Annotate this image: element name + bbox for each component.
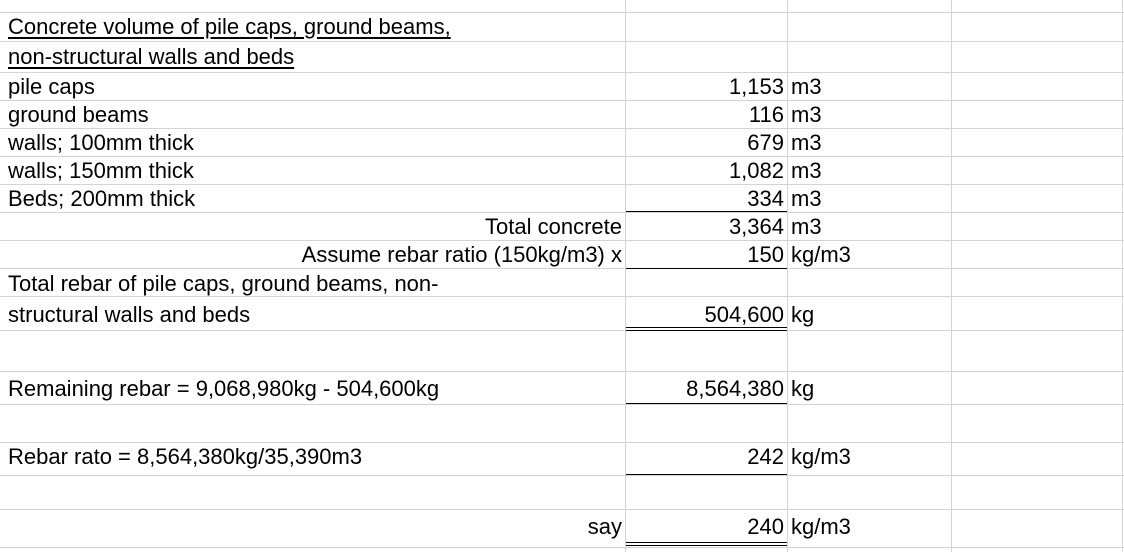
total-rebar-label-line-1[interactable]: Total rebar of pile caps, ground beams, … xyxy=(8,271,439,296)
total-rebar-unit[interactable]: kg xyxy=(791,302,815,327)
item-value[interactable]: 334 xyxy=(747,186,784,211)
row-divider xyxy=(0,296,1124,297)
row-divider xyxy=(0,268,1124,269)
cell-border-bottom xyxy=(626,474,787,475)
total-concrete-value[interactable]: 3,364 xyxy=(728,214,784,239)
row-divider xyxy=(0,12,1124,13)
total-concrete-label[interactable]: Total concrete xyxy=(485,214,622,239)
row-divider xyxy=(0,128,1124,129)
table-row: pile caps 1,153 m3 xyxy=(0,73,1124,101)
row-divider xyxy=(0,475,1124,476)
row-divider xyxy=(0,184,1124,185)
total-concrete-unit[interactable]: m3 xyxy=(791,214,822,239)
remaining-rebar-unit[interactable]: kg xyxy=(791,376,815,401)
cell-border-bottom xyxy=(626,211,787,212)
item-unit[interactable]: m3 xyxy=(791,158,822,183)
item-label[interactable]: pile caps xyxy=(8,74,95,99)
empty-cell[interactable] xyxy=(8,338,624,366)
row-divider xyxy=(0,156,1124,157)
row-divider xyxy=(0,212,1124,213)
table-row xyxy=(0,338,1124,366)
table-row: say 240 kg/m3 xyxy=(0,513,1124,541)
table-row: Concrete volume of pile caps, ground bea… xyxy=(0,13,1124,41)
cell-double-border-bottom xyxy=(626,327,787,331)
table-row: non-structural walls and beds xyxy=(0,43,1124,71)
table-row: walls; 150mm thick 1,082 m3 xyxy=(0,157,1124,185)
item-unit[interactable]: m3 xyxy=(791,186,822,211)
rebar-ratio-unit[interactable]: kg/m3 xyxy=(791,242,851,267)
item-value[interactable]: 679 xyxy=(747,130,784,155)
table-row: ground beams 116 m3 xyxy=(0,101,1124,129)
column-divider xyxy=(1122,0,1123,552)
column-divider xyxy=(951,0,952,552)
row-divider xyxy=(0,100,1124,101)
column-divider xyxy=(787,0,788,552)
cell-double-border-bottom xyxy=(626,542,787,546)
row-divider xyxy=(0,371,1124,372)
table-row: Beds; 200mm thick 334 m3 xyxy=(0,185,1124,213)
say-value[interactable]: 240 xyxy=(747,514,784,539)
section-title-line-2[interactable]: non-structural walls and beds xyxy=(8,44,295,69)
column-divider xyxy=(625,0,626,552)
table-row: structural walls and beds 504,600 kg xyxy=(0,301,1124,329)
item-unit[interactable]: m3 xyxy=(791,102,822,127)
item-value[interactable]: 116 xyxy=(748,102,784,127)
row-divider xyxy=(0,72,1124,73)
section-title-line-1[interactable]: Concrete volume of pile caps, ground bea… xyxy=(8,14,451,39)
table-row: Total concrete 3,364 m3 xyxy=(0,213,1124,241)
rebar-ratio-value[interactable]: 150 xyxy=(747,242,784,267)
item-label[interactable]: ground beams xyxy=(8,102,149,127)
cell-border-bottom xyxy=(626,403,787,404)
cell-border-bottom xyxy=(626,268,787,269)
say-unit[interactable]: kg/m3 xyxy=(791,514,851,539)
total-rebar-value[interactable]: 504,600 xyxy=(704,302,784,327)
rebar-ratio-label[interactable]: Assume rebar ratio (150kg/m3) x xyxy=(301,242,622,267)
item-unit[interactable]: m3 xyxy=(791,74,822,99)
table-row: Rebar rato = 8,564,380kg/35,390m3 242 kg… xyxy=(0,443,1124,471)
item-label[interactable]: Beds; 200mm thick xyxy=(8,186,196,211)
item-value[interactable]: 1,153 xyxy=(728,74,784,99)
item-label[interactable]: walls; 100mm thick xyxy=(8,130,194,155)
row-divider xyxy=(0,509,1124,510)
say-label[interactable]: say xyxy=(587,514,622,539)
rebar-ratio-calc-label[interactable]: Rebar rato = 8,564,380kg/35,390m3 xyxy=(8,444,363,469)
remaining-rebar-value[interactable]: 8,564,380 xyxy=(686,376,784,401)
row-divider xyxy=(0,547,1124,548)
table-row: Remaining rebar = 9,068,980kg - 504,600k… xyxy=(0,375,1124,403)
item-unit[interactable]: m3 xyxy=(791,130,822,155)
row-divider xyxy=(0,330,1124,331)
item-value[interactable]: 1,082 xyxy=(728,158,784,183)
rebar-ratio-calc-unit[interactable]: kg/m3 xyxy=(791,444,851,469)
remaining-rebar-label[interactable]: Remaining rebar = 9,068,980kg - 504,600k… xyxy=(8,376,440,401)
total-rebar-label-line-2[interactable]: structural walls and beds xyxy=(8,302,251,327)
table-row: Assume rebar ratio (150kg/m3) x 150 kg/m… xyxy=(0,241,1124,269)
row-divider xyxy=(0,404,1124,405)
table-row: Total rebar of pile caps, ground beams, … xyxy=(0,270,1124,298)
row-divider xyxy=(0,442,1124,443)
rebar-ratio-calc-value[interactable]: 242 xyxy=(747,444,784,469)
row-divider xyxy=(0,240,1124,241)
table-row: walls; 100mm thick 679 m3 xyxy=(0,129,1124,157)
item-label[interactable]: walls; 150mm thick xyxy=(8,158,194,183)
row-divider xyxy=(0,41,1124,42)
